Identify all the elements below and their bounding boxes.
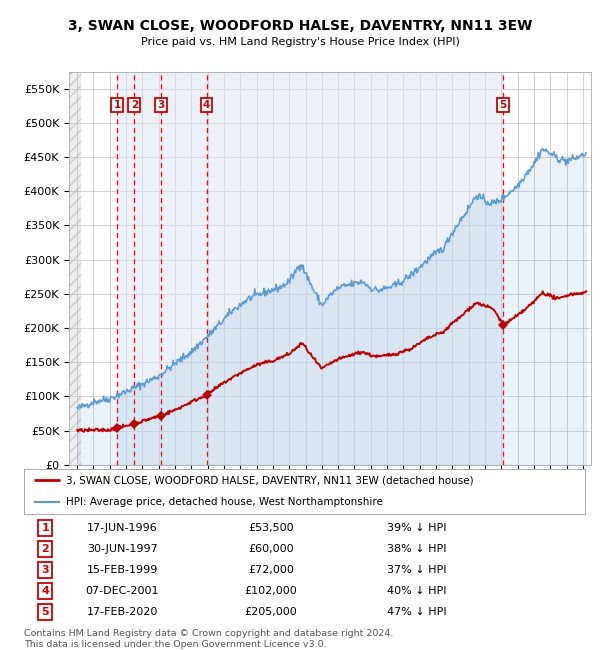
Text: 5: 5 [41,606,49,617]
Text: Contains HM Land Registry data © Crown copyright and database right 2024.
This d: Contains HM Land Registry data © Crown c… [24,629,394,649]
Text: 17-JUN-1996: 17-JUN-1996 [87,523,158,533]
Text: 07-DEC-2001: 07-DEC-2001 [85,586,159,595]
Text: 2: 2 [41,544,49,554]
Text: 30-JUN-1997: 30-JUN-1997 [87,544,158,554]
Text: 47% ↓ HPI: 47% ↓ HPI [387,606,446,617]
Text: £72,000: £72,000 [248,565,294,575]
Text: 5: 5 [500,100,507,110]
Text: 40% ↓ HPI: 40% ↓ HPI [387,586,446,595]
Text: 4: 4 [41,586,49,595]
Text: 37% ↓ HPI: 37% ↓ HPI [387,565,446,575]
Bar [161,72,206,465]
Text: 3, SWAN CLOSE, WOODFORD HALSE, DAVENTRY, NN11 3EW: 3, SWAN CLOSE, WOODFORD HALSE, DAVENTRY,… [68,19,532,33]
Text: 1: 1 [113,100,121,110]
Text: 38% ↓ HPI: 38% ↓ HPI [387,544,446,554]
Text: HPI: Average price, detached house, West Northamptonshire: HPI: Average price, detached house, West… [66,497,383,508]
Text: 4: 4 [203,100,210,110]
Text: 2: 2 [131,100,138,110]
Text: 17-FEB-2020: 17-FEB-2020 [86,606,158,617]
Text: £102,000: £102,000 [244,586,297,595]
Text: 3: 3 [157,100,164,110]
Text: 15-FEB-1999: 15-FEB-1999 [86,565,158,575]
Text: 1: 1 [41,523,49,533]
Bar [69,72,81,465]
Text: £205,000: £205,000 [244,606,297,617]
Bar [206,72,503,465]
Text: 39% ↓ HPI: 39% ↓ HPI [387,523,446,533]
Text: 3: 3 [41,565,49,575]
Bar [117,72,134,465]
Bar [134,72,161,465]
Text: 3, SWAN CLOSE, WOODFORD HALSE, DAVENTRY, NN11 3EW (detached house): 3, SWAN CLOSE, WOODFORD HALSE, DAVENTRY,… [66,475,474,486]
Text: £60,000: £60,000 [248,544,293,554]
Text: £53,500: £53,500 [248,523,293,533]
Text: Price paid vs. HM Land Registry's House Price Index (HPI): Price paid vs. HM Land Registry's House … [140,37,460,47]
